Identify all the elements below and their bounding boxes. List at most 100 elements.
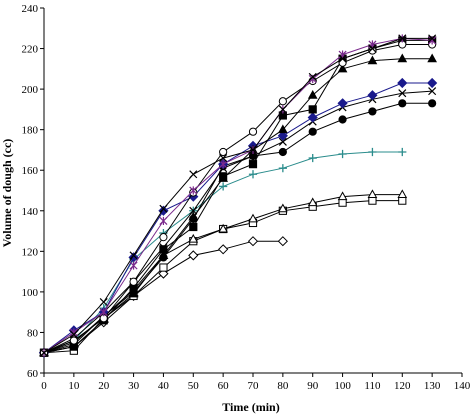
data-point (159, 263, 168, 272)
data-point (308, 127, 317, 136)
data-point (159, 216, 168, 226)
data-point (219, 154, 228, 163)
series-line (43, 44, 433, 354)
series-9 (39, 36, 437, 357)
x-tick-label: 80 (277, 380, 289, 392)
y-tick-label: 120 (22, 246, 39, 258)
data-point (69, 336, 78, 345)
data-point (397, 77, 408, 89)
x-tick-label: 30 (128, 380, 140, 392)
data-point (428, 34, 437, 43)
data-point (159, 245, 168, 254)
data-point (398, 99, 407, 108)
data-point (248, 145, 258, 154)
data-point (247, 236, 259, 247)
series-12 (39, 34, 437, 357)
data-point (248, 127, 258, 136)
data-point (337, 98, 348, 109)
data-point (188, 250, 199, 261)
data-point (219, 147, 228, 157)
data-point (337, 63, 348, 73)
x-tick-label: 130 (424, 380, 441, 392)
y-tick-label: 80 (27, 327, 39, 339)
series-3 (39, 189, 408, 357)
data-point (159, 233, 168, 242)
data-point (278, 97, 287, 106)
series-line (43, 90, 433, 354)
data-point (277, 130, 288, 141)
series-8 (39, 53, 437, 357)
data-point (219, 160, 228, 169)
data-point (99, 308, 108, 317)
data-point (398, 34, 407, 43)
data-point (278, 147, 287, 157)
data-point (248, 213, 258, 223)
data-point (218, 223, 228, 233)
data-point (337, 191, 348, 201)
series-group (38, 34, 438, 358)
data-point (398, 147, 407, 157)
series-line (43, 194, 403, 354)
x-tick-label: 10 (68, 380, 80, 392)
data-point (428, 87, 437, 96)
data-point (307, 197, 318, 207)
data-point (367, 90, 378, 101)
x-tick-label: 0 (41, 380, 47, 392)
y-tick-label: 220 (22, 44, 39, 56)
data-point (307, 112, 318, 123)
data-point (219, 172, 228, 181)
data-point (308, 153, 317, 163)
data-point (129, 251, 138, 260)
data-point (368, 147, 377, 157)
data-point (189, 222, 198, 232)
data-point (368, 44, 377, 53)
data-point (398, 196, 407, 205)
x-tick-label: 60 (218, 380, 230, 392)
x-tick-label: 50 (188, 380, 200, 392)
data-point (129, 261, 138, 270)
data-point (99, 298, 108, 307)
data-point (338, 198, 347, 207)
y-tick-label: 240 (22, 3, 39, 15)
series-2 (39, 196, 407, 357)
data-point (398, 89, 407, 98)
y-tick-label: 180 (22, 125, 39, 137)
x-tick-label: 120 (394, 380, 411, 392)
x-tick-label: 90 (307, 380, 319, 392)
data-point (189, 170, 198, 179)
data-point (158, 250, 169, 259)
data-point (397, 53, 408, 63)
data-point (427, 53, 437, 63)
data-point (39, 348, 49, 357)
data-point (338, 149, 347, 159)
x-axis-title: Time (min) (222, 400, 279, 414)
x-tick-label: 110 (364, 380, 381, 392)
y-tick-label: 140 (22, 206, 39, 218)
data-point (367, 55, 378, 65)
data-point (368, 107, 377, 116)
data-point (69, 330, 78, 339)
data-point (128, 288, 139, 298)
data-point (158, 205, 169, 216)
x-tick-label: 100 (334, 380, 351, 392)
data-point (248, 170, 258, 179)
data-point (188, 233, 199, 243)
data-point (218, 244, 229, 255)
data-point (278, 203, 288, 213)
y-axis-title: Volume of dough (cc) (0, 139, 14, 248)
series-line (43, 200, 403, 354)
x-tick-label: 20 (98, 380, 110, 392)
data-point (368, 196, 377, 205)
data-point (308, 105, 317, 114)
data-point (278, 105, 287, 114)
data-point (278, 124, 288, 134)
series-line (43, 82, 433, 354)
x-tick-label: 140 (454, 380, 471, 392)
data-point (307, 89, 318, 99)
data-point (189, 186, 198, 195)
data-point (397, 189, 408, 199)
axes: 60 80 100 120 140 160 180 200 220 240 0 10 20 30 40 50 6… (22, 3, 471, 392)
data-point (278, 137, 287, 146)
